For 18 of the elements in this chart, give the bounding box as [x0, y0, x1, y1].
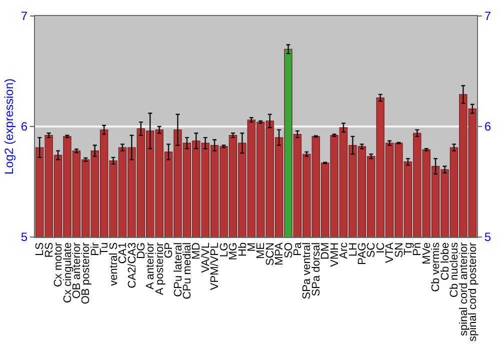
- x-tick-label: SCN: [264, 242, 276, 266]
- x-tick-label: SO: [282, 242, 295, 258]
- x-tick-label: GP: [163, 242, 176, 258]
- x-tick-label: SPa dorsal: [310, 242, 322, 296]
- y-tick-label: 5: [20, 230, 28, 244]
- x-tick-label: IC: [374, 242, 387, 254]
- x-tick-label: Arc: [338, 242, 350, 259]
- x-tick-label: SN: [393, 242, 406, 258]
- y2-tick-label: 7: [484, 9, 492, 24]
- x-tick-label: DG: [135, 242, 148, 259]
- y2-tick-label: 5: [484, 230, 492, 244]
- x-tick-label: RS: [43, 242, 56, 258]
- y-axis-title: Log2 (expression): [2, 78, 16, 175]
- y2-tick-label: 6: [484, 120, 492, 134]
- y-tick-label: 7: [20, 9, 28, 24]
- x-tick-label: PAG: [356, 242, 368, 265]
- x-tick-label: Cb lobe: [439, 242, 452, 280]
- y-tick-label: 6: [20, 120, 28, 134]
